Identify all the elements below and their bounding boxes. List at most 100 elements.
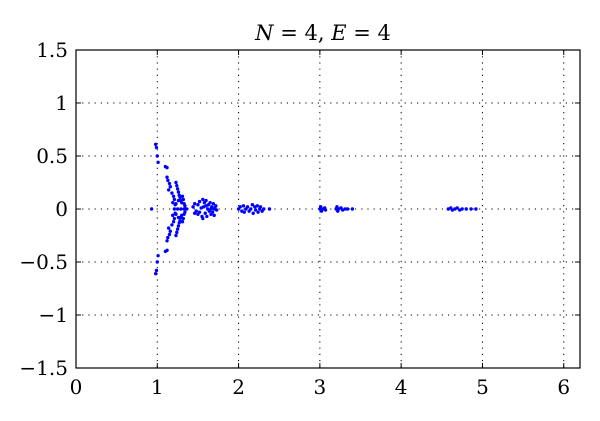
data-point xyxy=(182,207,186,211)
data-point xyxy=(212,207,216,211)
x-tick-label: 6 xyxy=(557,375,570,399)
data-point xyxy=(464,207,468,211)
data-point xyxy=(156,160,160,165)
title-val-n: = 4, xyxy=(274,21,332,45)
data-point xyxy=(165,175,169,179)
data-point xyxy=(175,227,180,231)
data-point xyxy=(154,268,159,273)
data-point xyxy=(167,232,172,237)
points-layer xyxy=(149,142,478,276)
x-tick-label: 4 xyxy=(395,375,408,399)
data-point xyxy=(192,211,197,215)
data-point xyxy=(242,210,246,214)
data-point xyxy=(171,194,176,198)
data-point xyxy=(168,229,172,233)
data-point xyxy=(184,207,189,211)
data-point xyxy=(474,207,478,211)
data-point xyxy=(205,214,209,219)
data-point xyxy=(166,226,171,230)
data-point xyxy=(204,198,208,203)
data-point xyxy=(170,191,174,195)
data-point xyxy=(209,207,213,211)
data-point xyxy=(197,199,202,204)
data-point xyxy=(168,185,172,189)
data-point xyxy=(255,204,259,208)
data-point xyxy=(154,145,159,150)
data-point xyxy=(175,187,180,191)
title-var-e: E xyxy=(330,21,346,45)
data-point xyxy=(174,212,178,216)
data-point xyxy=(175,207,180,211)
x-tick-label: 2 xyxy=(232,375,245,399)
data-point xyxy=(192,202,197,206)
data-point xyxy=(155,260,159,264)
tick-labels-layer: 0 1 2 3 4 5 6 1.5 1 0.5 0 −0.5 −1 −1.5 xyxy=(19,38,570,399)
data-point xyxy=(455,206,459,210)
data-point xyxy=(208,200,212,205)
data-point xyxy=(191,205,195,209)
data-point xyxy=(241,204,246,208)
data-point xyxy=(171,213,175,218)
data-point xyxy=(171,200,175,205)
data-point xyxy=(211,202,216,206)
data-point xyxy=(149,207,154,211)
x-tick-label: 1 xyxy=(151,375,164,399)
data-point xyxy=(350,207,355,211)
data-point xyxy=(183,204,187,208)
data-point xyxy=(172,216,177,221)
data-point xyxy=(180,220,185,224)
y-tick-label: 1.5 xyxy=(36,38,68,62)
data-point xyxy=(245,205,250,209)
data-point xyxy=(175,183,179,188)
x-tick-label: 0 xyxy=(70,375,83,399)
data-point xyxy=(258,205,263,209)
data-point xyxy=(153,271,158,276)
data-point xyxy=(171,220,176,224)
chart-title: N = 4, E = 4 xyxy=(254,21,391,45)
title-val-e: = 4 xyxy=(347,21,391,45)
data-point xyxy=(172,207,177,211)
data-point xyxy=(165,248,169,253)
data-point xyxy=(204,204,208,208)
y-tick-label: −1.5 xyxy=(19,356,68,380)
data-point xyxy=(460,207,464,211)
data-point xyxy=(262,207,266,211)
data-point xyxy=(214,204,218,208)
data-point xyxy=(166,188,171,192)
data-point xyxy=(196,203,200,207)
data-point xyxy=(175,230,179,235)
axes-box xyxy=(75,49,581,369)
data-point xyxy=(201,216,205,221)
data-point xyxy=(176,198,181,203)
data-point xyxy=(201,197,205,202)
data-point xyxy=(318,205,323,209)
data-point xyxy=(174,233,178,238)
data-point xyxy=(181,197,186,202)
data-point xyxy=(153,142,158,147)
data-point xyxy=(166,235,170,240)
y-tick-label: 0.5 xyxy=(36,144,68,168)
data-point xyxy=(176,215,181,220)
data-point xyxy=(174,180,178,185)
data-point xyxy=(212,213,216,218)
data-point xyxy=(176,224,181,228)
y-tick-label: −1 xyxy=(39,303,68,327)
data-point xyxy=(256,210,260,214)
data-point xyxy=(174,202,178,206)
data-point xyxy=(172,197,177,202)
data-point xyxy=(203,211,207,215)
y-tick-label: −0.5 xyxy=(19,250,68,274)
data-point xyxy=(180,194,185,198)
data-point xyxy=(323,208,328,212)
data-point xyxy=(165,239,169,243)
data-point xyxy=(181,216,186,221)
x-tick-label: 3 xyxy=(314,375,327,399)
data-point xyxy=(345,207,350,211)
data-point xyxy=(210,210,215,214)
data-point xyxy=(170,223,174,227)
y-tick-label: 0 xyxy=(55,197,68,221)
data-point xyxy=(250,203,255,207)
y-tick-label: 1 xyxy=(55,91,68,115)
data-point xyxy=(165,165,169,170)
